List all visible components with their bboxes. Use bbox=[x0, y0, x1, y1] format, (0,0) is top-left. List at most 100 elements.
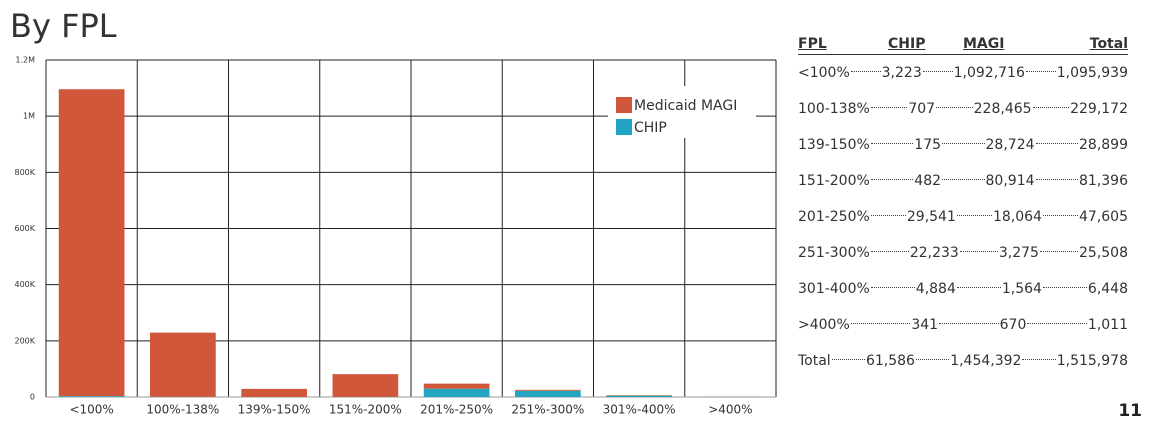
table-cell: 3,275 bbox=[998, 245, 1039, 261]
table-row: 201-250% 29,541 18,064 47,605 bbox=[798, 199, 1128, 235]
x-tick-label: 100%-138% bbox=[146, 403, 219, 417]
legend-box bbox=[608, 86, 756, 138]
x-tick-label: >400% bbox=[708, 403, 752, 417]
bar-segment bbox=[332, 374, 399, 397]
table-header: FPL CHIP MAGI Total bbox=[798, 36, 1128, 55]
table-cell: 139-150% bbox=[798, 137, 870, 153]
dot-leader bbox=[1035, 143, 1078, 144]
bar-segment bbox=[58, 89, 125, 397]
dot-leader bbox=[850, 71, 881, 72]
x-tick-label: 301%-400% bbox=[603, 403, 676, 417]
header-cell: MAGI bbox=[963, 36, 1005, 52]
dot-leader bbox=[870, 143, 914, 144]
x-tick-label: <100% bbox=[69, 403, 113, 417]
table-cell: 18,064 bbox=[992, 209, 1042, 225]
table-cell: 61,586 bbox=[865, 353, 915, 369]
table-cell: 1,011 bbox=[1087, 317, 1129, 333]
table-cell: 1,095,939 bbox=[1056, 65, 1129, 81]
table-cell: 151-200% bbox=[798, 173, 870, 189]
table-cell: Total bbox=[798, 353, 831, 369]
table-cell: 6,448 bbox=[1087, 281, 1128, 297]
table-row: Total 61,586 1,454,392 1,515,978 bbox=[798, 343, 1128, 379]
table-cell: 482 bbox=[914, 173, 942, 189]
dot-leader bbox=[1042, 215, 1078, 216]
table-cell: 47,605 bbox=[1079, 209, 1128, 225]
table-cell: 80,914 bbox=[985, 173, 1035, 189]
table-cell: 201-250% bbox=[798, 209, 870, 225]
table-cell: 301-400% bbox=[798, 281, 870, 297]
table-cell: 707 bbox=[908, 101, 936, 117]
summary-table: FPL CHIP MAGI Total <100% 3,223 1,092,716 1,095… bbox=[798, 36, 1128, 379]
bar-segment bbox=[515, 389, 581, 391]
bar-segment bbox=[515, 390, 581, 397]
dot-leader bbox=[1039, 251, 1078, 252]
y-tick-label: 400K bbox=[14, 280, 35, 289]
bar-segment bbox=[423, 388, 490, 397]
dot-leader bbox=[870, 287, 915, 288]
dot-leader bbox=[1042, 287, 1087, 288]
dot-leader bbox=[1032, 107, 1070, 108]
table-cell: 1,515,978 bbox=[1056, 353, 1128, 369]
table-cell: 228,465 bbox=[973, 101, 1032, 117]
table-cell: 3,223 bbox=[881, 65, 922, 81]
table-row: 301-400% 4,884 1,564 6,448 bbox=[798, 271, 1128, 307]
header-cell: CHIP bbox=[888, 36, 926, 52]
header-cell: Total bbox=[1089, 36, 1128, 52]
table-cell: 28,724 bbox=[985, 137, 1035, 153]
table-row: 100-138% 707 228,465 229,172 bbox=[798, 91, 1128, 127]
dot-leader bbox=[939, 323, 999, 324]
table-cell: 25,508 bbox=[1079, 245, 1128, 261]
table-cell: 670 bbox=[999, 317, 1027, 333]
table-cell: 341 bbox=[911, 317, 939, 333]
dot-leader bbox=[1022, 359, 1056, 360]
dot-leader bbox=[831, 359, 865, 360]
dot-leader bbox=[936, 107, 973, 108]
table-cell: 29,541 bbox=[906, 209, 956, 225]
x-tick-label: 201%-250% bbox=[420, 403, 493, 417]
table-cell: 4,884 bbox=[915, 281, 956, 297]
y-tick-label: 600K bbox=[14, 224, 35, 233]
y-tick-label: 1.2M bbox=[15, 56, 35, 65]
chart-title: By FPL bbox=[10, 7, 117, 45]
header-cell: FPL bbox=[798, 36, 827, 52]
bar-segment bbox=[241, 388, 307, 397]
bar-segment bbox=[606, 395, 672, 397]
dot-leader bbox=[922, 71, 953, 72]
y-tick-label: 800K bbox=[14, 168, 35, 177]
chart: By FPL 0 200K 400K 600K 800K 1M 1.2M <100% 100%-… bbox=[10, 7, 777, 417]
table-cell: 81,396 bbox=[1079, 173, 1128, 189]
dot-leader bbox=[870, 251, 909, 252]
x-tick-label: 139%-150% bbox=[238, 403, 311, 417]
table-cell: 100-138% bbox=[798, 101, 870, 117]
dot-leader bbox=[870, 215, 906, 216]
table-cell: 1,564 bbox=[1001, 281, 1042, 297]
dot-leader bbox=[959, 251, 998, 252]
table-cell: 1,092,716 bbox=[953, 65, 1025, 81]
dot-leader bbox=[956, 215, 992, 216]
dot-leader bbox=[942, 143, 985, 144]
y-tick-label: 0 bbox=[30, 393, 35, 402]
bar-segment bbox=[423, 383, 490, 389]
table-row: 139-150% 175 28,724 28,899 bbox=[798, 127, 1128, 163]
bar-segment bbox=[150, 332, 216, 397]
table-cell: >400% bbox=[798, 317, 850, 333]
table-row: 151-200% 482 80,914 81,396 bbox=[798, 163, 1128, 199]
y-tick-label: 1M bbox=[23, 112, 35, 121]
table-cell: 22,233 bbox=[909, 245, 959, 261]
table-cell: <100% bbox=[798, 65, 850, 81]
dot-leader bbox=[1025, 71, 1056, 72]
table-cell: 251-300% bbox=[798, 245, 870, 261]
table-row: >400% 341 670 1,011 bbox=[798, 307, 1128, 343]
table-row: <100% 3,223 1,092,716 1,095,939 bbox=[798, 55, 1128, 91]
dot-leader bbox=[1035, 179, 1078, 180]
dot-leader bbox=[850, 323, 911, 324]
table-cell: 28,899 bbox=[1079, 137, 1128, 153]
table-cell: 175 bbox=[914, 137, 942, 153]
x-tick-label: 251%-300% bbox=[511, 403, 584, 417]
legend-label: CHIP bbox=[634, 120, 667, 136]
page-number: 11 bbox=[1118, 401, 1142, 421]
dot-leader bbox=[1027, 323, 1087, 324]
bar-segment bbox=[58, 396, 125, 397]
x-tick-label: 151%-200% bbox=[329, 403, 402, 417]
